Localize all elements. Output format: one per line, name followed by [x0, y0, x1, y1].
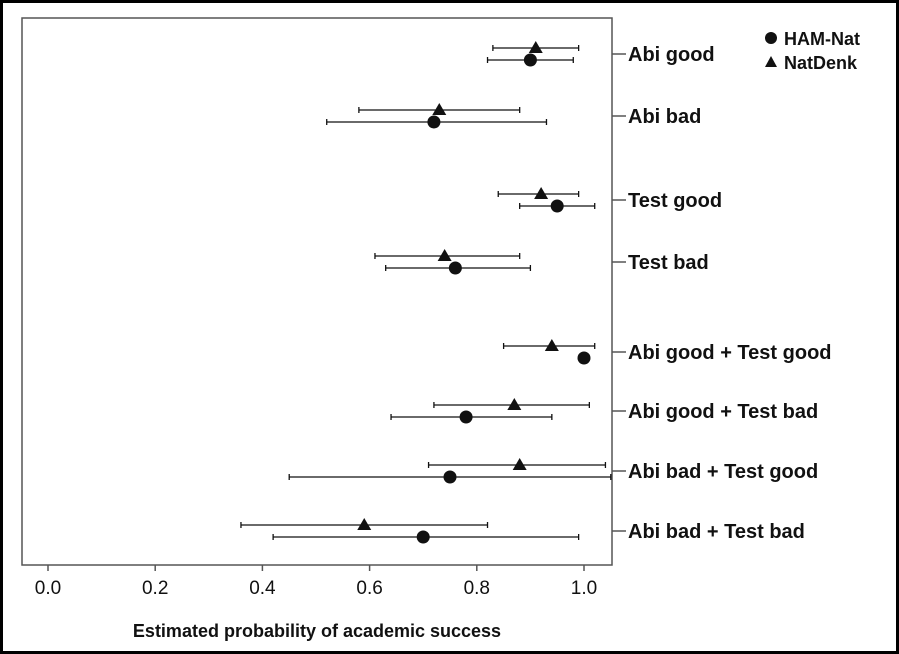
x-axis-title: Estimated probability of academic succes… — [133, 621, 501, 641]
legend-marker-natdenk — [765, 56, 777, 67]
x-tick-label: 0.2 — [142, 578, 168, 599]
legend: HAM-Nat NatDenk — [765, 29, 860, 73]
category-label-abi-good-plus-test-bad: Abi good + Test bad — [628, 401, 818, 423]
x-tick-label: 0.4 — [249, 578, 276, 599]
point-ham-nat — [523, 53, 537, 67]
x-tick-label: 0.6 — [356, 578, 382, 599]
x-tick-label: 0.8 — [464, 578, 490, 599]
point-natdenk — [544, 339, 559, 351]
x-tick-label: 0.0 — [35, 578, 61, 599]
point-natdenk — [507, 398, 522, 410]
point-natdenk — [437, 249, 452, 261]
legend-label-natdenk: NatDenk — [784, 53, 858, 73]
category-axis: Abi good Abi bad Test good Test bad Abi good… — [612, 44, 832, 543]
point-ham-nat — [577, 351, 591, 365]
x-tick-label: 1.0 — [571, 578, 597, 599]
category-label-abi-good: Abi good — [628, 44, 715, 66]
point-natdenk — [534, 187, 549, 199]
point-ham-nat — [427, 115, 441, 129]
legend-marker-ham-nat — [765, 32, 777, 44]
point-natdenk — [357, 518, 372, 530]
point-ham-nat — [443, 470, 457, 484]
point-natdenk — [512, 458, 527, 470]
point-natdenk — [528, 41, 543, 53]
plot-area — [21, 17, 613, 566]
point-ham-nat — [416, 530, 430, 544]
legend-label-ham-nat: HAM-Nat — [784, 29, 860, 49]
point-ham-nat — [550, 199, 564, 213]
category-label-abi-bad-plus-test-good: Abi bad + Test good — [628, 461, 818, 483]
category-label-test-bad: Test bad — [628, 252, 709, 274]
x-axis: 0.0 0.2 0.4 0.6 0.8 1.0 — [35, 565, 597, 599]
point-natdenk — [432, 103, 447, 115]
point-ham-nat — [448, 261, 462, 275]
category-label-abi-good-plus-test-good: Abi good + Test good — [628, 342, 832, 364]
category-label-abi-bad: Abi bad — [628, 106, 701, 128]
point-ham-nat — [459, 410, 473, 424]
category-label-abi-bad-plus-test-bad: Abi bad + Test bad — [628, 521, 805, 543]
data-marks — [240, 41, 612, 544]
category-label-test-good: Test good — [628, 190, 722, 212]
